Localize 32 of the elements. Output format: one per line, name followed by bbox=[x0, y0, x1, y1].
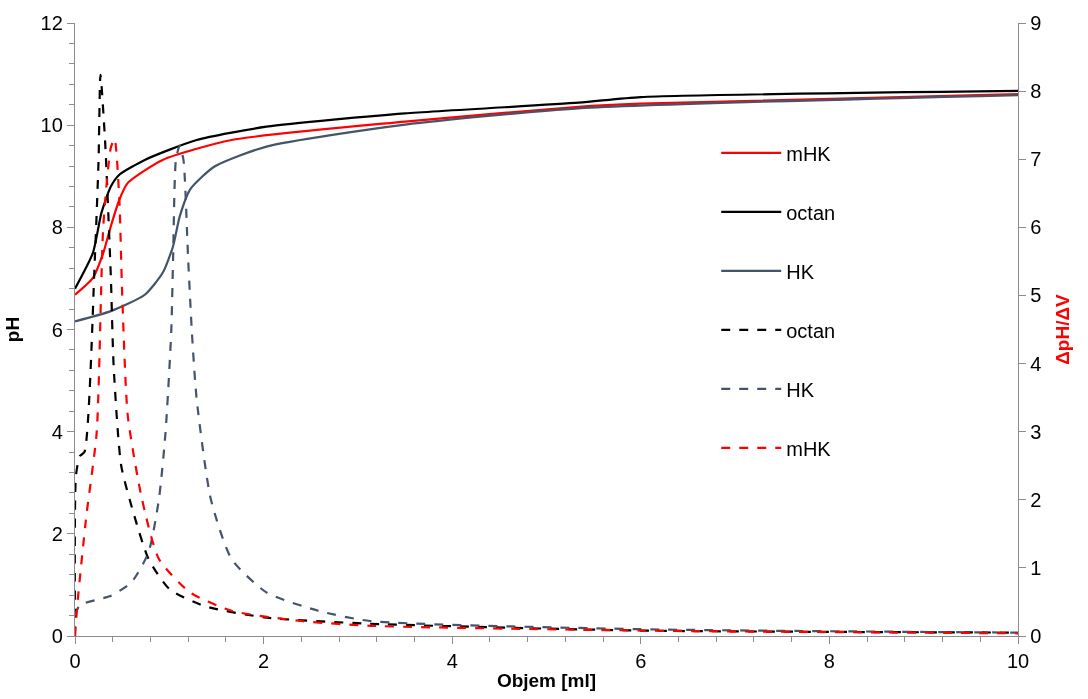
y-tick-label: 4 bbox=[51, 420, 63, 443]
x-tick-label: 4 bbox=[446, 650, 458, 673]
y-axis-title: pH bbox=[2, 316, 24, 343]
y2-tick-label: 9 bbox=[1030, 12, 1042, 34]
y2-tick-label: 1 bbox=[1030, 556, 1042, 579]
y2-tick-label: 7 bbox=[1030, 148, 1042, 171]
y2-tick-label: 8 bbox=[1030, 80, 1042, 103]
y-tick-label: 8 bbox=[51, 216, 63, 239]
x-tick-label: 2 bbox=[258, 650, 270, 673]
x-tick-label: 6 bbox=[635, 650, 647, 673]
legend-label: octan bbox=[786, 319, 836, 342]
y2-tick-label: 6 bbox=[1030, 216, 1042, 239]
x-axis-title: Objem [ml] bbox=[496, 669, 597, 691]
x-tick-label: 0 bbox=[69, 650, 81, 673]
y2-tick-label: 3 bbox=[1030, 420, 1042, 443]
y-tick-label: 10 bbox=[40, 114, 63, 137]
y2-axis-title: ΔpH/ΔV bbox=[1052, 293, 1074, 365]
y-tick-label: 0 bbox=[51, 625, 63, 647]
y2-tick-label: 2 bbox=[1030, 488, 1042, 511]
y2-tick-label: 0 bbox=[1030, 625, 1042, 647]
legend-label: HK bbox=[786, 260, 815, 283]
x-tick-label: 8 bbox=[823, 650, 835, 673]
y-tick-label: 6 bbox=[51, 318, 63, 341]
legend-label: mHK bbox=[786, 437, 832, 460]
x-tick-label: 10 bbox=[1006, 650, 1030, 673]
y2-tick-label: 5 bbox=[1030, 284, 1042, 307]
y-tick-label: 12 bbox=[40, 12, 63, 34]
legend-label: HK bbox=[786, 378, 815, 401]
y2-tick-label: 4 bbox=[1030, 352, 1042, 375]
y-tick-label: 2 bbox=[51, 522, 63, 545]
legend-label: mHK bbox=[786, 142, 832, 165]
legend-label: octan bbox=[786, 201, 836, 224]
